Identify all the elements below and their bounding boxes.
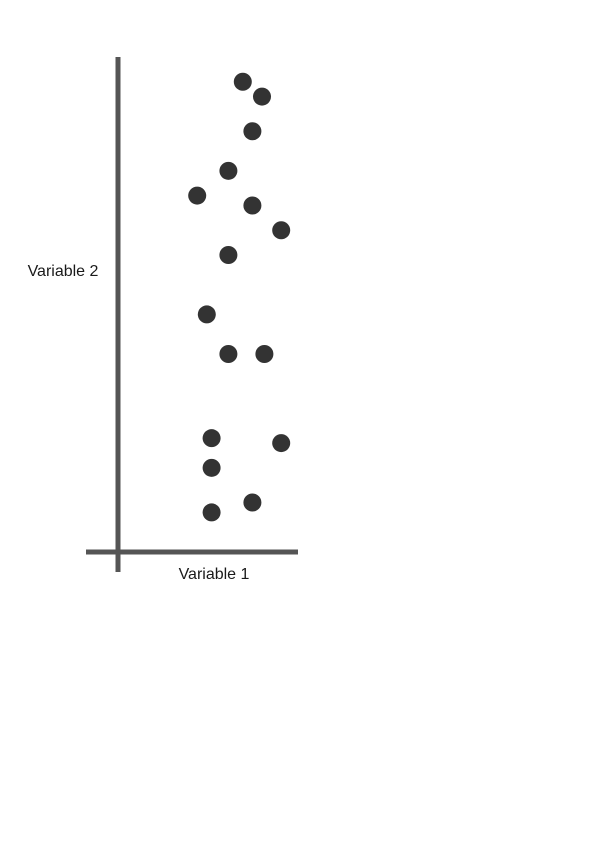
- data-point: [272, 434, 291, 453]
- data-point: [255, 345, 274, 363]
- data-point: [243, 493, 262, 512]
- data-points: [188, 72, 291, 522]
- data-point: [233, 72, 252, 91]
- x-axis-label: Variable 1: [179, 566, 250, 583]
- data-point: [243, 122, 262, 141]
- data-point: [188, 186, 207, 205]
- data-point: [219, 345, 238, 363]
- data-point: [202, 503, 221, 522]
- data-point: [253, 87, 271, 106]
- y-axis-label: Variable 2: [28, 263, 99, 280]
- data-point: [202, 458, 221, 477]
- data-point: [202, 429, 221, 448]
- data-point: [272, 221, 291, 240]
- data-point: [219, 161, 238, 180]
- data-point: [197, 305, 216, 324]
- data-point: [219, 246, 238, 264]
- data-point: [243, 196, 262, 215]
